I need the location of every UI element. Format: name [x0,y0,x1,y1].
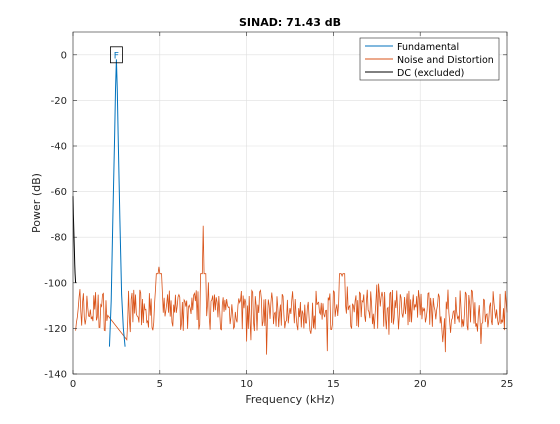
y-tick-label: -120 [44,324,67,335]
series-noise-and-distortion [75,225,508,355]
y-axis-label: Power (dB) [30,173,43,233]
x-tick-label: 25 [501,379,514,390]
x-axis-label: Frequency (kHz) [245,393,334,406]
fundamental-marker-box [110,46,123,64]
x-tick-label: 10 [240,379,253,390]
y-tick-label: 0 [61,50,67,61]
series-layer [72,59,508,355]
ticks [72,32,508,375]
legend: Fundamental Noise and Distortion DC (exc… [359,37,500,81]
y-tick-label: -100 [44,278,67,289]
legend-label-dc: DC (excluded) [397,68,464,79]
legend-label-noise: Noise and Distortion [397,55,494,66]
series-fundamental [108,59,126,347]
chart-title: SINAD: 71.43 dB [239,16,341,29]
fundamental-marker-label: F [114,51,119,61]
x-tick-labels: 0 5 10 15 20 25 [70,379,514,390]
y-tick-label: -40 [51,142,67,153]
y-tick-label: -80 [51,233,67,244]
x-tick-label: 5 [157,379,163,390]
x-tick-label: 15 [327,379,340,390]
legend-label-fundamental: Fundamental [397,42,459,53]
x-tick-label: 0 [70,379,76,390]
y-tick-labels: 0 -20 -40 -60 -80 -100 -120 -140 [44,50,67,380]
series-dc-excluded [72,196,77,283]
y-tick-label: -60 [51,187,67,198]
y-tick-label: -20 [51,96,67,107]
x-tick-label: 20 [414,379,427,390]
y-tick-label: -140 [44,370,67,381]
axes-box [72,31,508,375]
fundamental-marker: F [110,46,123,64]
plot-area [73,32,507,374]
